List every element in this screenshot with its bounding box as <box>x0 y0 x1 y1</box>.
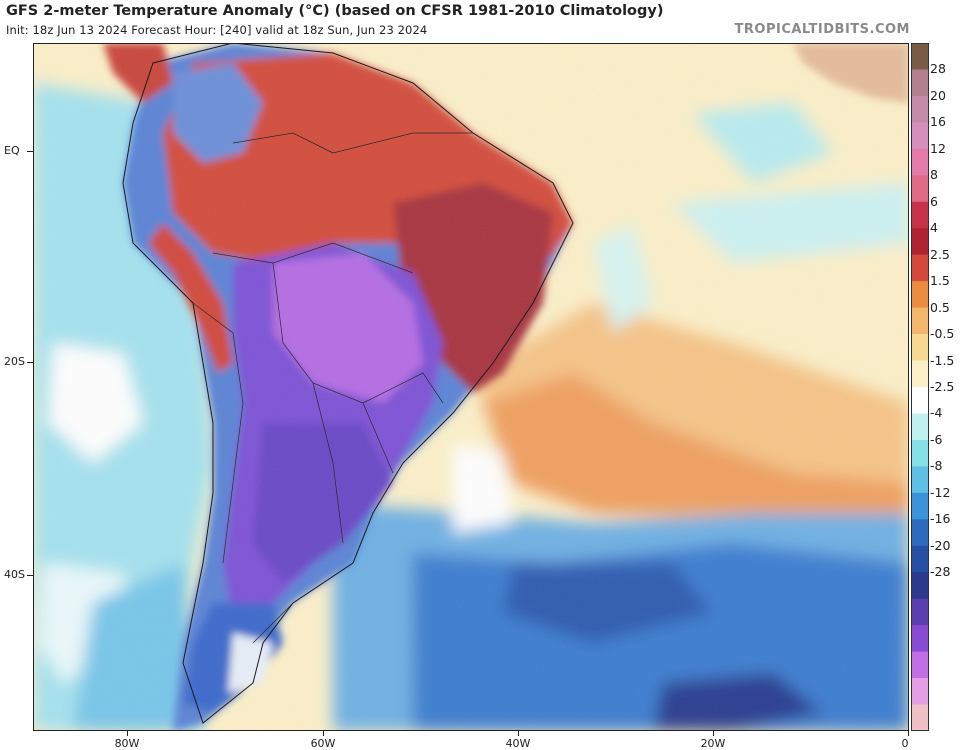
colorbar-swatch <box>911 281 929 309</box>
colorbar-swatch <box>911 466 929 494</box>
colorbar-label: -4 <box>930 405 943 421</box>
colorbar-swatch <box>911 254 929 282</box>
colorbar-swatch <box>911 625 929 653</box>
colorbar-label: 8 <box>930 167 938 183</box>
colorbar-label: -20 <box>930 537 951 553</box>
lat-tick <box>27 362 33 363</box>
colorbar-swatch <box>911 201 929 229</box>
colorbar-swatch <box>911 360 929 388</box>
colorbar-label: 0.5 <box>930 299 950 315</box>
lon-label-20w: 20W <box>700 737 726 750</box>
colorbar-label: -0.5 <box>930 326 955 342</box>
colorbar-swatch <box>911 69 929 97</box>
lon-label-80w: 80W <box>114 737 140 750</box>
colorbar-swatch <box>911 387 929 414</box>
lat-label-20s: 20S <box>4 355 25 368</box>
lat-label-40s: 40S <box>4 568 25 581</box>
colorbar-label: -28 <box>930 564 951 580</box>
colorbar-label: 12 <box>930 140 946 156</box>
colorbar-label: -12 <box>930 484 951 500</box>
lon-tick <box>518 731 519 736</box>
colorbar-swatch <box>911 122 929 150</box>
colorbar-swatch <box>911 492 929 520</box>
lon-tick <box>323 731 324 736</box>
colorbar-swatch <box>911 148 929 176</box>
colorbar <box>911 43 929 731</box>
lon-label-0: 0 <box>901 737 909 750</box>
lon-label-60w: 60W <box>310 737 336 750</box>
texture-overlay <box>33 43 909 731</box>
colorbar-label: 6 <box>930 193 938 209</box>
colorbar-swatch <box>911 704 929 731</box>
chart-title: GFS 2-meter Temperature Anomaly (°C) (ba… <box>6 3 664 19</box>
colorbar-swatch <box>911 572 929 600</box>
colorbar-swatch <box>911 175 929 203</box>
colorbar-label: 16 <box>930 114 946 130</box>
colorbar-label: -6 <box>930 431 943 447</box>
colorbar-swatch <box>911 678 929 706</box>
colorbar-swatch <box>911 413 929 441</box>
lat-label-eq: EQ <box>4 144 20 157</box>
brand-watermark: TROPICALTIDBITS.COM <box>734 22 910 37</box>
colorbar-label: -8 <box>930 458 943 474</box>
lon-tick <box>713 731 714 736</box>
colorbar-border <box>911 43 929 731</box>
colorbar-label: 2.5 <box>930 246 950 262</box>
colorbar-swatch <box>911 598 929 626</box>
anomaly-map <box>33 43 909 731</box>
colorbar-label: 20 <box>930 87 946 103</box>
colorbar-swatch <box>911 651 929 679</box>
colorbar-label: -1.5 <box>930 352 955 368</box>
colorbar-label: 28 <box>930 61 946 77</box>
colorbar-label: -2.5 <box>930 379 955 394</box>
colorbar-swatch <box>911 43 929 70</box>
chart-subtitle: Init: 18z Jun 13 2024 Forecast Hour: [24… <box>6 23 428 37</box>
colorbar-swatch <box>911 307 929 335</box>
colorbar-swatch <box>911 545 929 573</box>
colorbar-swatch <box>911 519 929 547</box>
colorbar-label: -16 <box>930 511 951 527</box>
colorbar-label: 4 <box>930 220 938 236</box>
lat-tick <box>27 575 33 576</box>
lat-tick <box>27 151 33 152</box>
colorbar-label: 1.5 <box>930 273 950 289</box>
lon-tick <box>908 731 909 736</box>
colorbar-swatch <box>911 334 929 362</box>
lon-tick <box>127 731 128 736</box>
colorbar-swatch <box>911 95 929 123</box>
lon-label-40w: 40W <box>505 737 531 750</box>
colorbar-swatch <box>911 439 929 467</box>
colorbar-swatch <box>911 228 929 256</box>
